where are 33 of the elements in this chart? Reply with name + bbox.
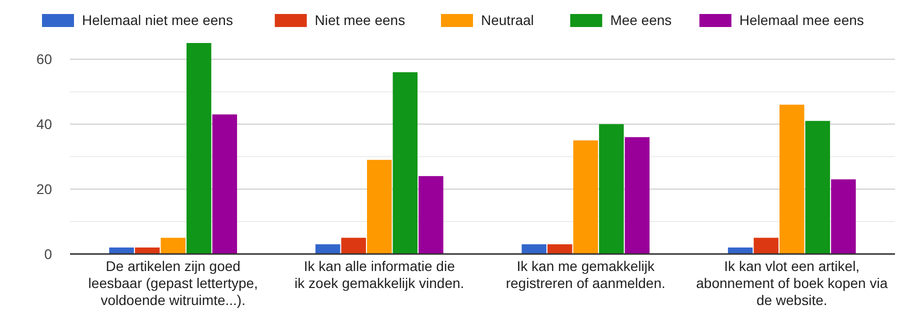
bar [212, 114, 238, 254]
x-tick-label: Ik kan me gemakkelijk registreren of aanmelden. [506, 258, 666, 291]
bar [315, 244, 340, 254]
bar [186, 43, 212, 254]
bar [624, 137, 650, 254]
bar [805, 120, 830, 254]
bar [780, 104, 804, 254]
bar [599, 124, 624, 254]
bar [109, 248, 134, 254]
bar [754, 238, 778, 254]
bar [160, 238, 186, 254]
bar [728, 248, 753, 254]
bar [547, 244, 572, 254]
legend-label: Helemaal mee eens [739, 12, 864, 28]
legend-label: Mee eens [610, 12, 672, 28]
legend-label: Neutraal [481, 12, 534, 28]
y-tick-label: 60 [36, 51, 52, 68]
y-tick-label: 40 [36, 116, 52, 132]
bar [341, 238, 366, 254]
bar [392, 72, 418, 254]
bar [831, 179, 856, 254]
x-tick-label: De artikelen zijn goed leesbaar (gepast lettertype, voldoende witruimte...). [88, 258, 258, 308]
x-tick-label: Ik kan vlot een artikel, abonnement of boek kopen via de website. [696, 258, 888, 308]
bar [573, 140, 598, 254]
y-tick-label: 0 [44, 246, 52, 262]
bar [418, 176, 444, 254]
y-tick-label: 20 [36, 180, 52, 197]
legend-label: Niet mee eens [314, 12, 406, 28]
bar [522, 244, 546, 254]
bar [367, 160, 392, 254]
legend-label: Helemaal niet mee eens [82, 12, 233, 28]
bar [134, 248, 160, 254]
x-tick-label: Ik kan alle informatie die ik zoek gemakkelijk vinden. [294, 258, 464, 291]
